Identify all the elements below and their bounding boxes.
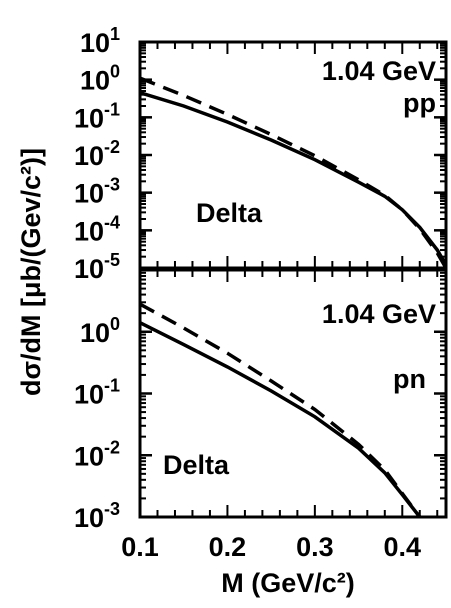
y-tick-base: 10 — [80, 28, 110, 58]
y-tick-label: 10-5 — [74, 250, 120, 284]
y-tick-label: 10-1 — [74, 376, 120, 410]
top-reaction-label: pp — [403, 88, 436, 118]
solid-curve — [140, 321, 422, 517]
y-tick-base: 10 — [74, 254, 104, 284]
dashed-curve — [140, 302, 422, 517]
top-energy-label: 1.04 GeV — [322, 56, 436, 86]
x-tick-label: 0.2 — [209, 532, 247, 562]
x-tick-label: 0.1 — [121, 532, 159, 562]
x-tick-label: 0.4 — [384, 532, 422, 562]
y-tick-base: 10 — [80, 318, 110, 348]
y-tick-label: 10-3 — [74, 499, 120, 533]
y-tick-exponent: 1 — [110, 24, 120, 44]
y-tick-exponent: -2 — [104, 437, 120, 457]
y-tick-base: 10 — [74, 380, 104, 410]
y-tick-label: 101 — [80, 24, 120, 58]
y-tick-base: 10 — [74, 503, 104, 533]
y-tick-exponent: -1 — [104, 376, 120, 396]
y-tick-exponent: 0 — [110, 62, 120, 82]
bottom-channel-label: Delta — [163, 450, 230, 480]
y-tick-base: 10 — [74, 216, 104, 246]
bottom-reaction-label: pn — [393, 364, 426, 394]
y-tick-exponent: -5 — [104, 250, 120, 270]
y-tick-label: 100 — [80, 314, 120, 348]
y-tick-base: 10 — [74, 141, 104, 171]
y-tick-label: 100 — [80, 62, 120, 96]
y-tick-exponent: -3 — [104, 175, 120, 195]
y-tick-label: 10-1 — [74, 99, 120, 133]
x-tick-label: 0.3 — [296, 532, 334, 562]
solid-curve — [140, 91, 446, 266]
y-tick-label: 10-2 — [74, 437, 120, 471]
x-axis-label: M (GeV/c²) — [221, 568, 355, 598]
y-tick-base: 10 — [74, 179, 104, 209]
y-axis-label: dσ/dM [μb/(Gev/c²)] — [16, 148, 46, 396]
y-tick-base: 10 — [74, 103, 104, 133]
y-tick-label: 10-2 — [74, 137, 120, 171]
bottom-energy-label: 1.04 GeV — [322, 299, 436, 329]
y-tick-label: 10-4 — [74, 212, 120, 246]
top-channel-label: Delta — [196, 198, 263, 228]
y-tick-exponent: -4 — [104, 212, 120, 232]
y-tick-exponent: -3 — [104, 499, 120, 519]
y-tick-exponent: -1 — [104, 99, 120, 119]
y-tick-label: 10-3 — [74, 175, 120, 209]
y-tick-base: 10 — [80, 66, 110, 96]
y-tick-base: 10 — [74, 441, 104, 471]
dashed-curve — [140, 76, 446, 268]
y-tick-exponent: 0 — [110, 314, 120, 334]
y-tick-exponent: -2 — [104, 137, 120, 157]
